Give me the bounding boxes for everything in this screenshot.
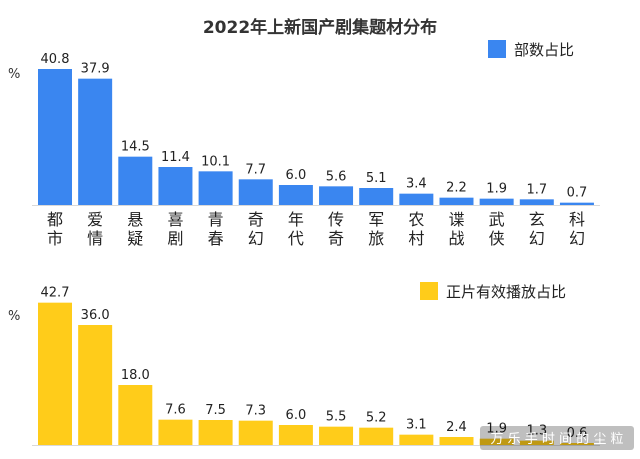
x-tick-label: 农村 (408, 210, 424, 248)
data-label: 7.7 (245, 162, 266, 177)
x-tick-label: 玄幻 (529, 210, 545, 248)
legend-label: 正片有效播放占比 (446, 283, 566, 301)
data-label: 14.5 (121, 140, 150, 155)
bar (238, 179, 273, 205)
legend: 部数占比 (488, 40, 574, 59)
unit-label: % (8, 67, 20, 82)
bar (278, 425, 313, 445)
data-label: 1.9 (486, 182, 507, 197)
data-label: 18.0 (121, 368, 150, 383)
x-tick-label: 奇幻 (248, 210, 264, 248)
bar (78, 325, 113, 445)
data-label: 3.4 (406, 177, 427, 192)
bar (238, 420, 273, 445)
data-label: 1.3 (526, 424, 547, 439)
bar (319, 186, 354, 205)
x-tick-label: 都市 (47, 210, 63, 248)
bar (519, 440, 554, 445)
watermark-backdrop (480, 426, 634, 450)
bar (118, 385, 153, 445)
legend-swatch (488, 40, 506, 58)
data-label: 6.0 (286, 168, 307, 183)
x-tick-label: 爱情 (87, 210, 103, 248)
data-label: 7.6 (165, 403, 186, 418)
bar (519, 199, 554, 205)
bar (158, 167, 193, 205)
legend-swatch (420, 282, 438, 300)
legend: 正片有效播放占比 (420, 282, 566, 301)
data-label: 11.4 (161, 150, 190, 165)
data-label: 10.1 (201, 154, 230, 169)
data-label: 5.5 (326, 410, 347, 425)
watermark: 万 乐 手 时 间 的 尘 粒 (480, 426, 634, 450)
chart-title: 2022年上新国产剧集题材分布 (203, 17, 437, 38)
bar (559, 443, 594, 445)
data-label: 3.1 (406, 418, 427, 433)
x-tick-label: 武侠 (489, 210, 505, 248)
data-label: 42.7 (41, 286, 70, 301)
data-label: 2.4 (446, 420, 467, 435)
bar (198, 420, 233, 445)
legend-label: 部数占比 (514, 41, 574, 59)
bar (359, 188, 394, 205)
bar (479, 438, 514, 445)
bar (439, 197, 474, 205)
top-bar-chart: 部数占比% 40.8 37.9 14.5 11.4 10.1 7.7 6.0 5.6 5.1 3.4… (8, 40, 600, 248)
bar (479, 198, 514, 205)
x-tick-label: 悬疑 (127, 210, 143, 248)
bar (559, 202, 594, 205)
bar (278, 185, 313, 205)
data-label: 40.8 (41, 52, 70, 67)
x-tick-label: 青春 (208, 210, 224, 248)
bar (198, 171, 233, 205)
data-label: 7.5 (205, 403, 226, 418)
data-label: 2.2 (446, 181, 467, 196)
data-label: 0.6 (567, 426, 588, 441)
data-label: 37.9 (81, 62, 110, 77)
data-label: 1.7 (526, 182, 547, 197)
bar (78, 78, 113, 205)
x-tick-label: 传奇 (328, 210, 344, 248)
data-label: 5.6 (326, 169, 347, 184)
data-label: 0.7 (567, 186, 588, 201)
data-label: 5.1 (366, 171, 387, 186)
bar (118, 156, 153, 205)
x-tick-label: 军旅 (368, 210, 384, 248)
bar (38, 302, 72, 445)
bar (38, 69, 72, 205)
bar (439, 437, 474, 445)
x-tick-label: 年代 (288, 210, 304, 248)
unit-label: % (8, 309, 20, 324)
bar (399, 193, 434, 205)
bar (359, 427, 394, 445)
x-tick-label: 谍战 (448, 210, 464, 248)
watermark-text: 万 乐 手 时 间 的 尘 粒 (491, 431, 624, 447)
data-label: 6.0 (286, 408, 307, 423)
bottom-bar-chart: 正片有效播放占比% 42.7 36.0 18.0 7.6 7.5 7.3 6.0 5.5 5.2 3… (8, 282, 600, 446)
data-label: 5.2 (366, 411, 387, 426)
data-label: 36.0 (81, 308, 110, 323)
data-label: 1.9 (486, 422, 507, 437)
bar (319, 426, 354, 445)
data-label: 7.3 (245, 404, 266, 419)
x-tick-label: 科幻 (569, 210, 585, 248)
bar (399, 434, 434, 445)
x-tick-label: 喜剧 (167, 210, 183, 248)
bar (158, 419, 193, 445)
